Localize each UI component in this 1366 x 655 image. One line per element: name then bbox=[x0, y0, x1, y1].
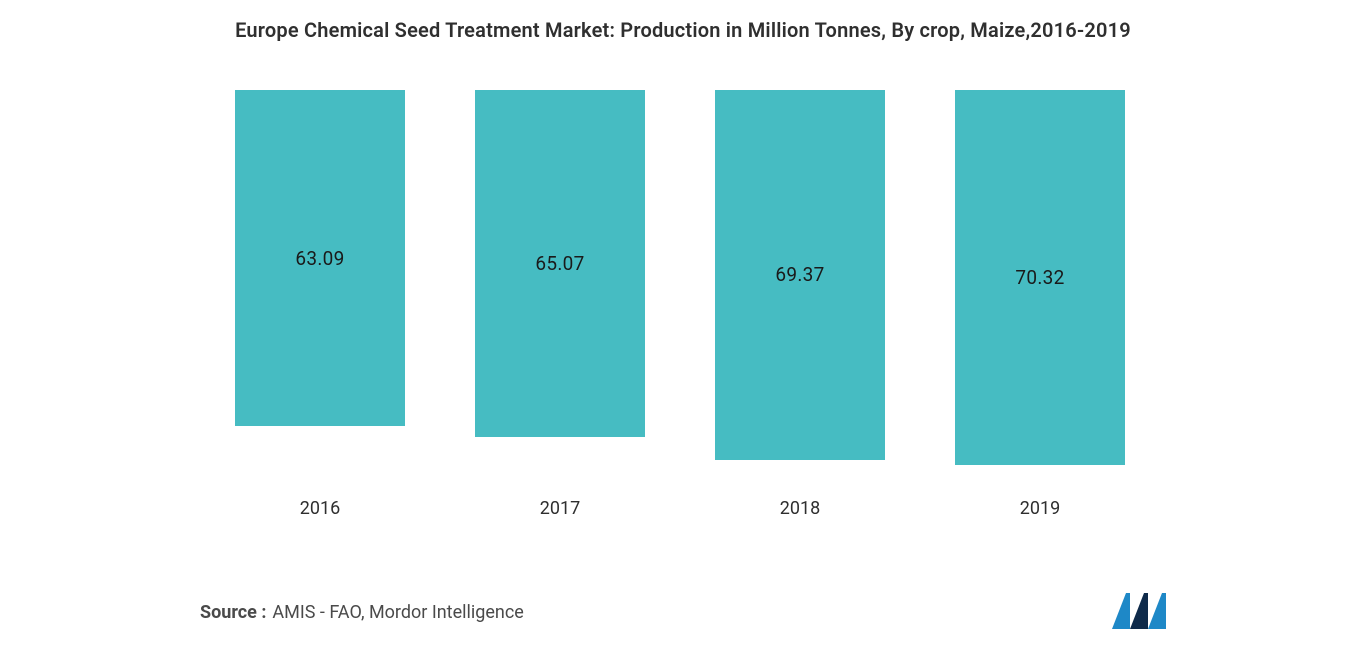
bar-2016: 63.09 bbox=[235, 90, 405, 426]
logo-bar-1 bbox=[1112, 593, 1130, 629]
mordor-logo-icon bbox=[1112, 593, 1166, 629]
bar-2018: 69.37 bbox=[715, 90, 885, 460]
value-label: 70.32 bbox=[1015, 266, 1064, 289]
bar-slot: 70.32 bbox=[920, 90, 1160, 490]
logo-bar-3 bbox=[1148, 593, 1166, 629]
logo-bar-2 bbox=[1130, 593, 1148, 629]
x-tick: 2016 bbox=[200, 490, 440, 519]
x-tick: 2018 bbox=[680, 490, 920, 519]
bar-slot: 65.07 bbox=[440, 90, 680, 490]
bar-chart: 63.09 65.07 69.37 70.32 bbox=[200, 90, 1160, 490]
source-footer: Source : AMIS - FAO, Mordor Intelligence bbox=[200, 602, 524, 623]
bar-2019: 70.32 bbox=[955, 90, 1125, 465]
x-tick: 2017 bbox=[440, 490, 680, 519]
source-label: Source : bbox=[200, 602, 266, 623]
bar-2017: 65.07 bbox=[475, 90, 645, 437]
bar-slot: 63.09 bbox=[200, 90, 440, 490]
value-label: 69.37 bbox=[775, 263, 824, 286]
x-axis: 2016 2017 2018 2019 bbox=[200, 490, 1160, 519]
bar-slot: 69.37 bbox=[680, 90, 920, 490]
source-text: AMIS - FAO, Mordor Intelligence bbox=[272, 602, 523, 623]
x-tick: 2019 bbox=[920, 490, 1160, 519]
value-label: 65.07 bbox=[535, 252, 584, 275]
value-label: 63.09 bbox=[295, 247, 344, 270]
chart-title: Europe Chemical Seed Treatment Market: P… bbox=[0, 0, 1366, 42]
